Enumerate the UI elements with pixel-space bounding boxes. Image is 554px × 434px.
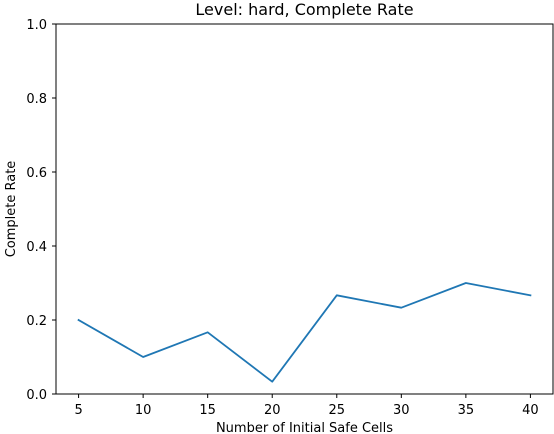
- x-tick-label-40: 40: [522, 403, 539, 418]
- x-tick-label-25: 25: [328, 403, 345, 418]
- y-tick-label-0: 0.0: [26, 388, 47, 403]
- series-line-0: [77, 282, 532, 383]
- x-axis-label: Number of Initial Safe Cells: [216, 421, 393, 434]
- plot-area: 5 10 15 20 25 30 35 40 0.0 0.2 0.4 0.6 0.8 1.0: [26, 18, 554, 418]
- x-tick-label-20: 20: [264, 403, 281, 418]
- y-tick-label-3: 0.6: [26, 166, 47, 181]
- y-tick-label-4: 0.8: [26, 92, 47, 107]
- x-tick-label-35: 35: [458, 403, 475, 418]
- chart-title: Level: hard, Complete Rate: [195, 0, 413, 19]
- y-tick-label-2: 0.4: [26, 240, 47, 255]
- x-tick-label-15: 15: [199, 403, 216, 418]
- y-tick-label-5: 1.0: [26, 18, 47, 33]
- x-tick-label-10: 10: [135, 403, 152, 418]
- y-axis-label: Complete Rate: [4, 161, 19, 258]
- x-tick-label-30: 30: [393, 403, 410, 418]
- x-tick-label-5: 5: [74, 403, 82, 418]
- plot-frame: [55, 23, 554, 395]
- y-tick-label-1: 0.2: [26, 314, 47, 329]
